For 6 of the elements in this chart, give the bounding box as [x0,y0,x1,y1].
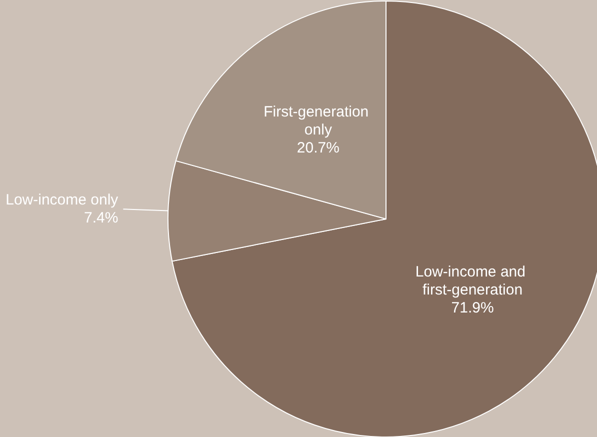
slice-label: First-generation only [264,103,373,138]
slice-label: Low-income only [6,192,119,209]
data-label: 71.9% [451,300,494,317]
slice-label: Low-income and first-generation [415,264,530,299]
data-label: 20.7% [296,139,340,156]
data-label: 7.4% [84,210,118,227]
